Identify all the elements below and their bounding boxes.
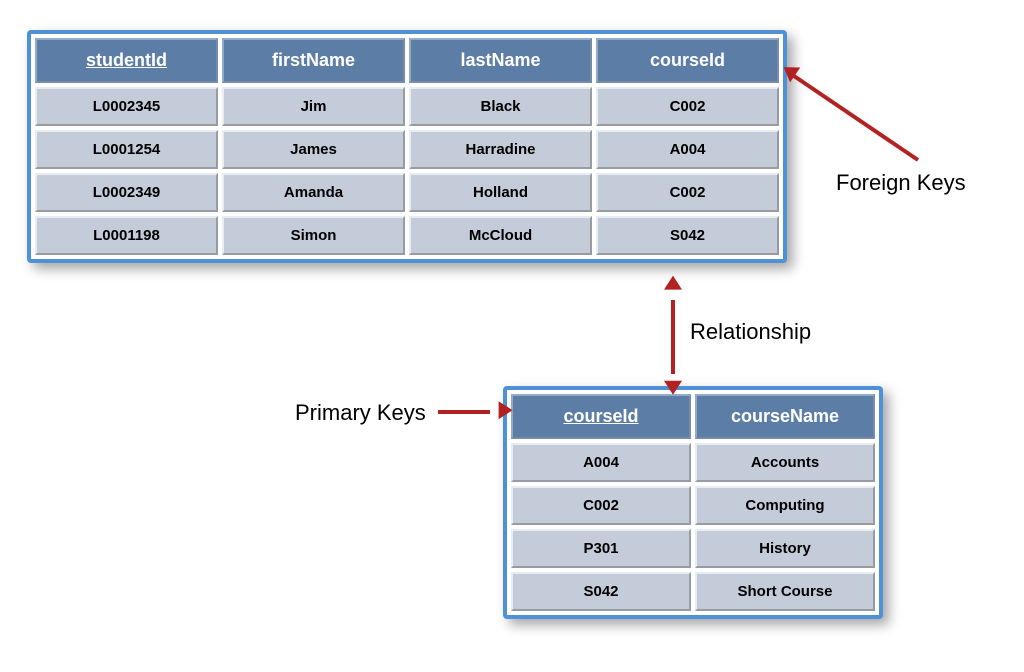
table-row: L0001198SimonMcCloudS042	[35, 216, 779, 255]
relationship-label: Relationship	[690, 319, 811, 345]
table-cell: L0002345	[35, 87, 218, 126]
column-header: firstName	[222, 38, 405, 83]
table-cell: L0001198	[35, 216, 218, 255]
table-row: L0002345JimBlackC002	[35, 87, 779, 126]
arrow-head-icon	[664, 276, 682, 290]
table-cell: Amanda	[222, 173, 405, 212]
table-cell: Accounts	[695, 443, 875, 482]
table-cell: Harradine	[409, 130, 592, 169]
arrow-head-icon	[664, 381, 682, 395]
column-header: courseId	[511, 394, 691, 439]
table-row: P301History	[511, 529, 875, 568]
arrow-shaft	[793, 74, 919, 161]
table-cell: Simon	[222, 216, 405, 255]
table-cell: A004	[596, 130, 779, 169]
student-table: studentIdfirstNamelastNamecourseId L0002…	[27, 30, 787, 263]
table-cell: History	[695, 529, 875, 568]
table-cell: S042	[596, 216, 779, 255]
table-row: S042Short Course	[511, 572, 875, 611]
table-cell: C002	[596, 173, 779, 212]
table-row: L0001254JamesHarradineA004	[35, 130, 779, 169]
table-cell: C002	[511, 486, 691, 525]
table-row: A004Accounts	[511, 443, 875, 482]
table-row: C002Computing	[511, 486, 875, 525]
table-cell: Jim	[222, 87, 405, 126]
arrow-shaft	[671, 300, 675, 374]
column-header: courseId	[596, 38, 779, 83]
table-cell: James	[222, 130, 405, 169]
table-cell: P301	[511, 529, 691, 568]
table-cell: Short Course	[695, 572, 875, 611]
arrow-head-icon	[499, 401, 513, 419]
table-cell: L0002349	[35, 173, 218, 212]
table-cell: Holland	[409, 173, 592, 212]
course-table: courseIdcourseName A004AccountsC002Compu…	[503, 386, 883, 619]
table-cell: L0001254	[35, 130, 218, 169]
student-table-grid: studentIdfirstNamelastNamecourseId L0002…	[31, 34, 783, 259]
table-row: L0002349AmandaHollandC002	[35, 173, 779, 212]
table-cell: A004	[511, 443, 691, 482]
column-header: studentId	[35, 38, 218, 83]
table-cell: S042	[511, 572, 691, 611]
course-table-grid: courseIdcourseName A004AccountsC002Compu…	[507, 390, 879, 615]
arrow-shaft	[438, 410, 490, 414]
table-cell: Computing	[695, 486, 875, 525]
table-cell: C002	[596, 87, 779, 126]
primary-keys-label: Primary Keys	[295, 400, 426, 426]
table-cell: McCloud	[409, 216, 592, 255]
column-header: courseName	[695, 394, 875, 439]
foreign-keys-label: Foreign Keys	[836, 170, 966, 196]
column-header: lastName	[409, 38, 592, 83]
table-cell: Black	[409, 87, 592, 126]
